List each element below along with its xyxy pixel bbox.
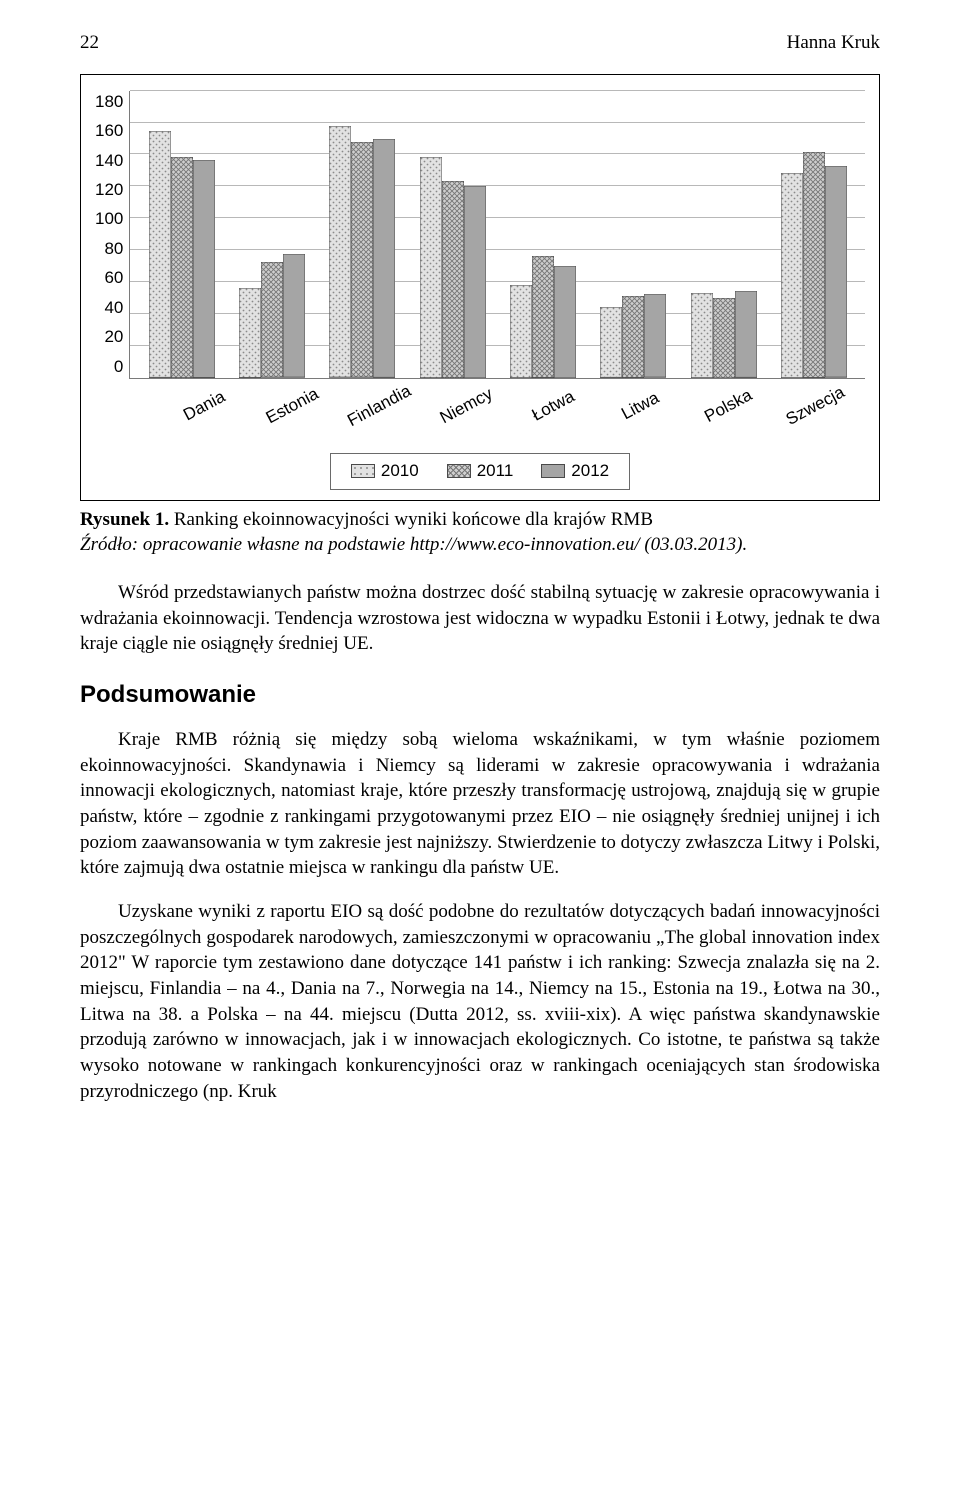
x-tick-label: Szwecja bbox=[772, 376, 860, 437]
bar bbox=[622, 296, 644, 378]
bar-group bbox=[769, 152, 859, 378]
bar bbox=[329, 126, 351, 377]
bar bbox=[283, 254, 305, 377]
bar bbox=[149, 131, 171, 377]
legend-item: 2012 bbox=[541, 460, 609, 483]
bar bbox=[464, 186, 486, 378]
bar bbox=[239, 288, 261, 378]
bar bbox=[803, 152, 825, 378]
bar bbox=[532, 256, 554, 378]
legend-swatch bbox=[447, 464, 471, 478]
bar bbox=[261, 262, 283, 377]
section-heading: Podsumowanie bbox=[80, 679, 880, 711]
x-tick-label: Niemcy bbox=[423, 376, 511, 437]
source-lead: Źródło bbox=[80, 534, 132, 555]
chart-area: 180 160 140 120 100 80 60 40 20 0 DaniaEstoniaFin… bbox=[95, 91, 865, 421]
page-header: 22 Hanna Kruk bbox=[80, 30, 880, 56]
bar bbox=[735, 291, 757, 377]
y-tick-label: 20 bbox=[104, 326, 123, 349]
bar bbox=[442, 181, 464, 378]
legend-label: 2012 bbox=[571, 460, 609, 483]
bar bbox=[781, 173, 803, 378]
bar bbox=[691, 293, 713, 378]
legend-label: 2011 bbox=[477, 460, 514, 483]
y-tick-label: 120 bbox=[95, 179, 123, 202]
bar bbox=[825, 166, 847, 377]
bar bbox=[193, 160, 215, 378]
x-tick-label: Polska bbox=[684, 376, 772, 437]
bar bbox=[510, 285, 532, 378]
figure-source: Źródło: opracowanie własne na podstawie … bbox=[80, 532, 880, 558]
x-tick-label: Litwa bbox=[597, 376, 685, 437]
bar bbox=[644, 294, 666, 377]
source-text: : opracowanie własne na podstawie http:/… bbox=[132, 534, 748, 555]
y-tick-label: 80 bbox=[104, 238, 123, 261]
paragraph-intro: Wśród przedstawianych państw można dostr… bbox=[80, 580, 880, 657]
bar-group bbox=[136, 131, 226, 377]
plot bbox=[129, 91, 865, 379]
bar bbox=[171, 157, 193, 378]
x-tick-label: Finlandia bbox=[336, 376, 424, 437]
bar bbox=[713, 298, 735, 378]
x-tick-label: Dania bbox=[161, 376, 249, 437]
paragraph-1: Kraje RMB różnią się między sobą wieloma… bbox=[80, 727, 880, 881]
bars-row bbox=[130, 91, 865, 378]
bar bbox=[373, 139, 395, 377]
figure-caption: Rysunek 1. Ranking ekoinnowacyjności wyn… bbox=[80, 507, 880, 533]
bar bbox=[600, 307, 622, 377]
y-tick-label: 0 bbox=[114, 356, 123, 379]
y-tick-label: 60 bbox=[104, 267, 123, 290]
x-axis-labels: DaniaEstoniaFinlandiaNiemcyŁotwaLitwaPol… bbox=[129, 381, 865, 418]
figure-title: Ranking ekoinnowacyjności wyniki końcowe… bbox=[169, 509, 653, 530]
bar-group bbox=[407, 157, 497, 378]
y-tick-label: 180 bbox=[95, 91, 123, 114]
author-name: Hanna Kruk bbox=[787, 30, 880, 56]
page-number: 22 bbox=[80, 30, 99, 56]
y-tick-label: 40 bbox=[104, 297, 123, 320]
legend-label: 2010 bbox=[381, 460, 419, 483]
y-tick-label: 140 bbox=[95, 150, 123, 173]
x-tick-label: Łotwa bbox=[510, 376, 598, 437]
bar-group bbox=[588, 294, 678, 377]
bar-group bbox=[227, 254, 317, 377]
bar bbox=[420, 157, 442, 378]
figure-label: Rysunek 1. bbox=[80, 509, 169, 530]
bar-group bbox=[498, 256, 588, 378]
y-tick-label: 160 bbox=[95, 120, 123, 143]
x-tick-label: Estonia bbox=[248, 376, 336, 437]
legend-swatch bbox=[541, 464, 565, 478]
paragraph-2: Uzyskane wyniki z raportu EIO są dość po… bbox=[80, 899, 880, 1104]
y-axis: 180 160 140 120 100 80 60 40 20 0 bbox=[95, 91, 129, 379]
bar-group bbox=[678, 291, 768, 377]
legend-item: 2010 bbox=[351, 460, 419, 483]
bar bbox=[351, 142, 373, 377]
legend-swatch bbox=[351, 464, 375, 478]
bar bbox=[554, 266, 576, 378]
plot-wrap: DaniaEstoniaFinlandiaNiemcyŁotwaLitwaPol… bbox=[129, 91, 865, 421]
chart-frame: 180 160 140 120 100 80 60 40 20 0 DaniaEstoniaFin… bbox=[80, 74, 880, 501]
y-tick-label: 100 bbox=[95, 208, 123, 231]
legend-item: 2011 bbox=[447, 460, 514, 483]
legend: 2010 2011 2012 bbox=[330, 453, 630, 490]
bar-group bbox=[317, 126, 407, 377]
